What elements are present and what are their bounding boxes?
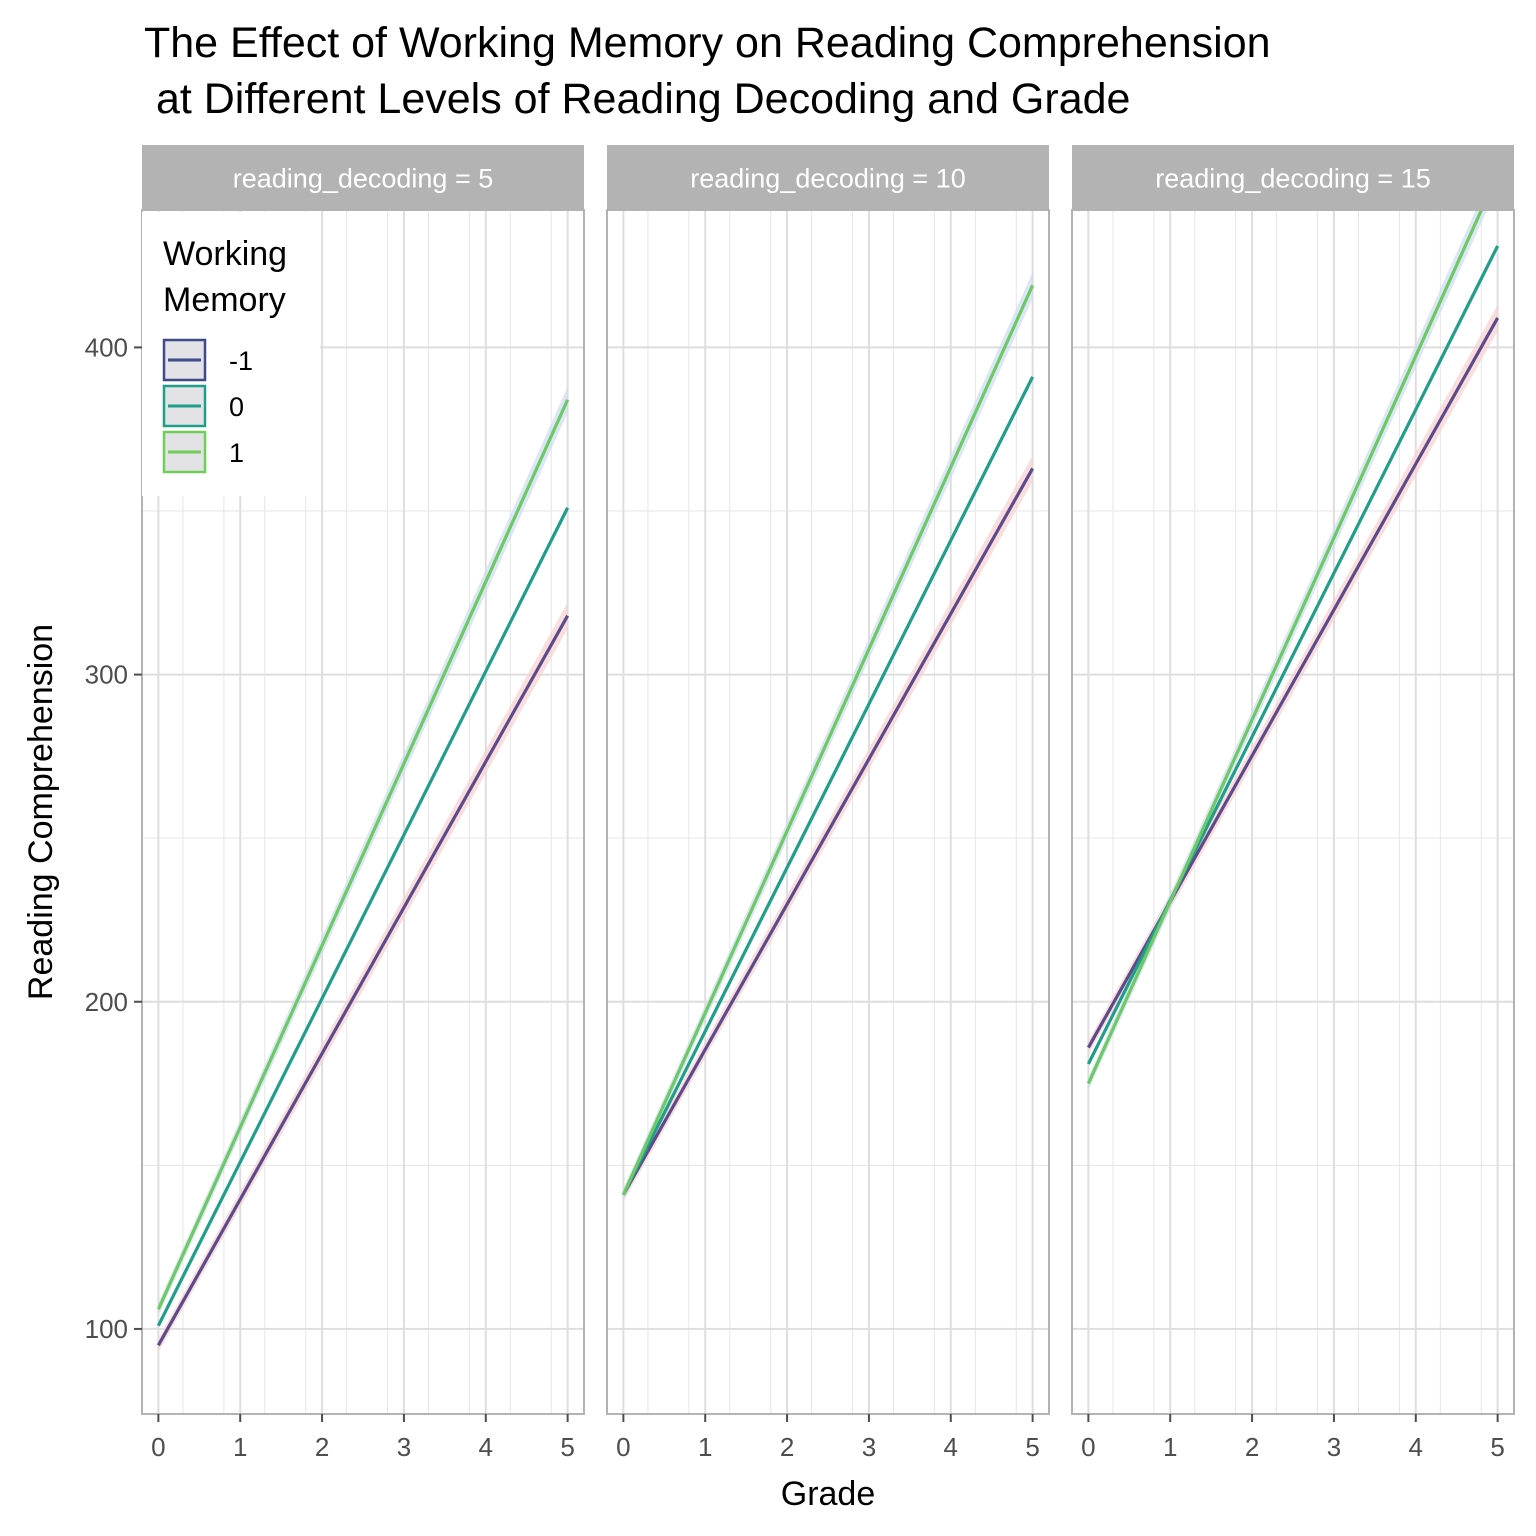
x-tick-label: 0: [1081, 1432, 1095, 1462]
y-tick-label: 300: [85, 660, 128, 690]
series-line-wm-1: [1086, 173, 1500, 1085]
facet-panel-2: reading_decoding = 10 0 1 2 3 4 5: [606, 145, 1050, 1462]
legend-key-1: [162, 430, 207, 474]
series-line-wm-0: [1086, 245, 1500, 1065]
series-line-wm-0: [621, 376, 1035, 1196]
legend: Working Memory -1 0 1: [142, 212, 320, 496]
x-tick-label: 3: [1327, 1432, 1341, 1462]
legend-label: 1: [229, 438, 244, 468]
x-tick-label: 2: [780, 1432, 794, 1462]
series-line-wm--1: [621, 467, 1035, 1196]
chart-title: The Effect of Working Memory on Reading …: [144, 19, 1271, 123]
x-tick-label: 3: [397, 1432, 411, 1462]
legend-title-line: Memory: [163, 281, 286, 319]
axis-titles: Grade Reading Comprehension: [22, 624, 875, 1513]
panel-background: [1072, 210, 1514, 1414]
y-tick-label: 400: [85, 332, 128, 362]
y-tick-label: 100: [85, 1314, 128, 1344]
y-axis-title: Reading Comprehension: [22, 624, 60, 1000]
legend-key-0: [162, 384, 207, 428]
facet-panel-3: reading_decoding = 15 0 1 2 3 4 5: [1071, 145, 1515, 1462]
x-tick-label: 4: [479, 1432, 493, 1462]
x-tick-label: 2: [315, 1432, 329, 1462]
x-tick-label: 1: [698, 1432, 712, 1462]
x-axis-title: Grade: [781, 1475, 876, 1513]
x-tick-label: 5: [1025, 1432, 1039, 1462]
x-tick-label: 4: [1409, 1432, 1423, 1462]
facet-strip-label: reading_decoding = 15: [1155, 164, 1430, 194]
facet-strip: [607, 145, 1049, 210]
series-line-wm-0: [156, 507, 570, 1327]
x-tick-label: 0: [151, 1432, 165, 1462]
facet-panel-1: reading_decoding = 5 0 1 2 3 4 5 100 200 300 400: [85, 145, 585, 1462]
x-tick-label: 3: [862, 1432, 876, 1462]
legend-label: 0: [229, 392, 244, 422]
legend-key--1: [162, 338, 207, 382]
x-tick-label: 0: [616, 1432, 630, 1462]
legend-label: -1: [229, 346, 253, 376]
series-line-wm-1: [621, 284, 1035, 1196]
x-tick-label: 2: [1245, 1432, 1259, 1462]
x-tick-label: 4: [944, 1432, 958, 1462]
facet-strip-label: reading_decoding = 10: [690, 164, 965, 194]
series-line-wm--1: [156, 614, 570, 1347]
facet-strip: [1072, 145, 1514, 210]
chart-title-line-2: at Different Levels of Reading Decoding …: [144, 75, 1130, 123]
facet-strip-label: reading_decoding = 5: [233, 164, 493, 194]
facet-strip: [142, 145, 584, 210]
x-tick-label: 1: [1163, 1432, 1177, 1462]
y-tick-label: 200: [85, 987, 128, 1017]
x-tick-label: 5: [560, 1432, 574, 1462]
x-tick-label: 5: [1490, 1432, 1504, 1462]
x-tick-label: 1: [233, 1432, 247, 1462]
facet-panels: reading_decoding = 50 1 2 3 4 5100200300400re…: [85, 145, 1515, 1462]
chart-title-line-1: The Effect of Working Memory on Reading …: [144, 19, 1271, 67]
series-line-wm-1: [156, 399, 570, 1310]
legend-title-line: Working: [163, 235, 287, 273]
